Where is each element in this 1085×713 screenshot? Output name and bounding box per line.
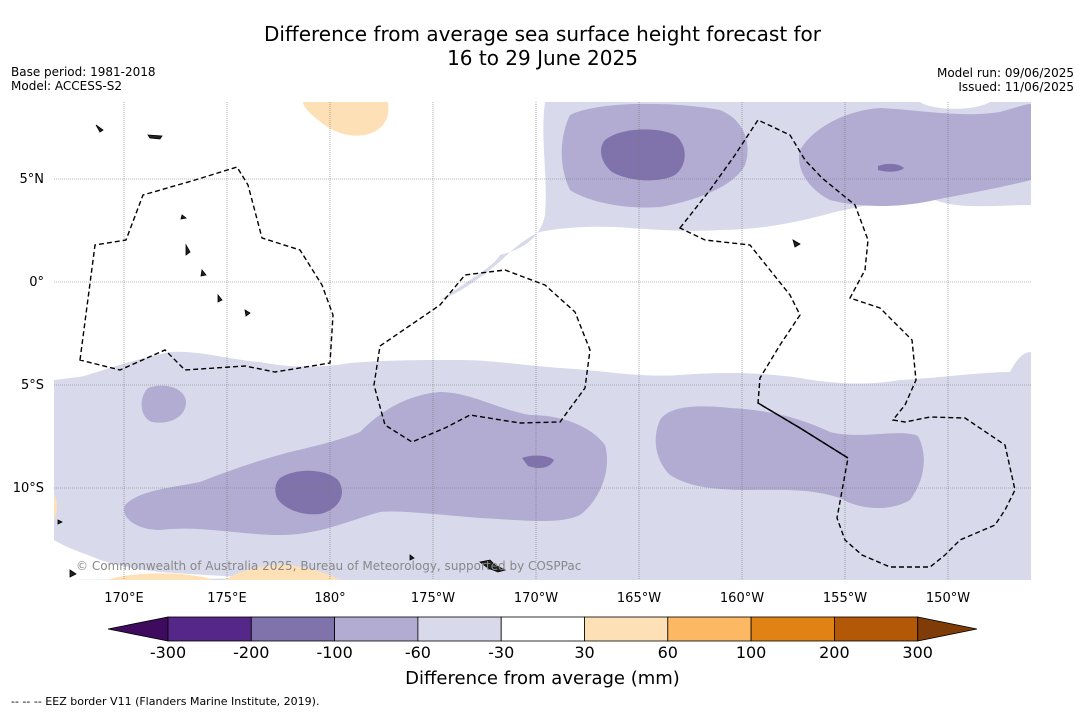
- island: [147, 134, 163, 140]
- gridlines: [54, 102, 1031, 580]
- colorbar-title: Difference from average (mm): [405, 668, 680, 689]
- contour-mid-northeast: [799, 104, 1031, 206]
- lat-label: 5°S: [21, 378, 44, 393]
- lon-label: 170°E: [104, 591, 144, 606]
- colorbar-tick-label: -60: [404, 643, 431, 662]
- model-name: Model: ACCESS-S2: [11, 79, 123, 93]
- island: [185, 243, 191, 256]
- lon-label: 150°W: [926, 591, 970, 606]
- island: [69, 569, 77, 578]
- colorbar-segment: [584, 616, 669, 642]
- contour-dark-north: [600, 129, 685, 181]
- lat-label: 5°N: [20, 172, 45, 187]
- model-run: Model run: 09/06/2025: [936, 66, 1074, 80]
- contour-orange-bottom-b: [225, 564, 340, 580]
- colorbar: [107, 616, 978, 642]
- colorbar-tick-label: -300: [149, 643, 187, 662]
- colorbar-tick-label: 100: [735, 643, 767, 662]
- eez-border-solid-segment: [757, 402, 849, 459]
- copyright-notice: © Commonwealth of Australia 2025, Bureau…: [76, 559, 581, 573]
- colorbar-extend-high: [917, 616, 978, 642]
- lon-label: 180°: [314, 591, 345, 606]
- map-field: © Commonwealth of Australia 2025, Bureau…: [54, 102, 1031, 580]
- island: [217, 293, 223, 303]
- colorbar-segment: [667, 616, 752, 642]
- colorbar-tick-label: -30: [488, 643, 515, 662]
- colorbar-segment: [750, 616, 835, 642]
- contour-dark-southwest: [275, 470, 342, 515]
- colorbar-segment: [834, 616, 919, 642]
- latitude-labels: 5°N 0° 5°S 10°S: [13, 172, 44, 496]
- eez-border-tokelau-phoenix: [373, 269, 591, 443]
- contour-dark-northeast-dot: [878, 163, 904, 172]
- islands: [57, 124, 801, 578]
- lon-label: 155°W: [823, 591, 867, 606]
- white-gap-bottom: [54, 540, 300, 580]
- eez-border-solid: [757, 402, 849, 459]
- base-period: Base period: 1981-2018: [11, 65, 156, 79]
- island: [95, 124, 104, 133]
- colorbar-segment: [250, 616, 336, 642]
- colorbar-segment: [167, 616, 252, 642]
- island: [57, 519, 63, 525]
- contour-mid-west-patch: [141, 385, 186, 423]
- lat-label: 10°S: [13, 481, 44, 496]
- lon-label: 165°W: [617, 591, 661, 606]
- island: [200, 269, 207, 277]
- colorbar-segment: [500, 616, 585, 642]
- lon-label: 175°W: [411, 591, 455, 606]
- contour-mid-south-main: [124, 392, 608, 535]
- eez-border-tuvalu-kiribati-west: [79, 166, 334, 373]
- colorbar-segment: [417, 616, 502, 642]
- lon-label: 160°W: [720, 591, 764, 606]
- eez-border-line-islands: [678, 119, 1016, 568]
- colorbar-tick-label: 30: [574, 643, 595, 662]
- colorbar-extend-low: [107, 616, 169, 642]
- island: [479, 559, 507, 573]
- eez-legend-note: -- -- -- EEZ border V11 (Flanders Marine…: [11, 695, 320, 708]
- longitude-labels: 170°E 175°E 180° 175°W 170°W 165°W 160°W…: [104, 591, 970, 606]
- lon-label: 175°E: [207, 591, 247, 606]
- meta-left: Base period: 1981-2018 Model: ACCESS-S2: [11, 65, 156, 93]
- island: [792, 239, 801, 248]
- colorbar-tick-label: 200: [819, 643, 850, 662]
- colorbar-tick-label: 60: [657, 643, 678, 662]
- chart-title-line1: Difference from average sea surface heig…: [263, 22, 822, 46]
- colorbar-segment: [334, 616, 419, 642]
- issued-date: Issued: 11/06/2025: [958, 80, 1074, 94]
- lon-label: 170°W: [514, 591, 558, 606]
- contour-mid-south-east: [655, 406, 924, 509]
- contour-dark-center-dot: [522, 455, 554, 468]
- island: [244, 309, 251, 317]
- colorbar-tick-label: -200: [233, 643, 270, 662]
- chart-title-line2: 16 to 29 June 2025: [447, 46, 638, 70]
- lat-label: 0°: [29, 275, 44, 290]
- colorbar-tick-label: 300: [902, 643, 933, 662]
- contour-orange-bottom-a: [108, 573, 212, 580]
- white-top-right-corner: [920, 102, 990, 109]
- meta-right: Model run: 09/06/2025 Issued: 11/06/2025: [937, 66, 1074, 94]
- contour-orange-left-edge: [54, 495, 57, 520]
- contour-orange-top: [303, 102, 389, 136]
- island: [409, 554, 415, 561]
- colorbar-tick-label: -100: [316, 643, 353, 662]
- eez-borders: [79, 119, 1016, 568]
- island: [180, 214, 187, 220]
